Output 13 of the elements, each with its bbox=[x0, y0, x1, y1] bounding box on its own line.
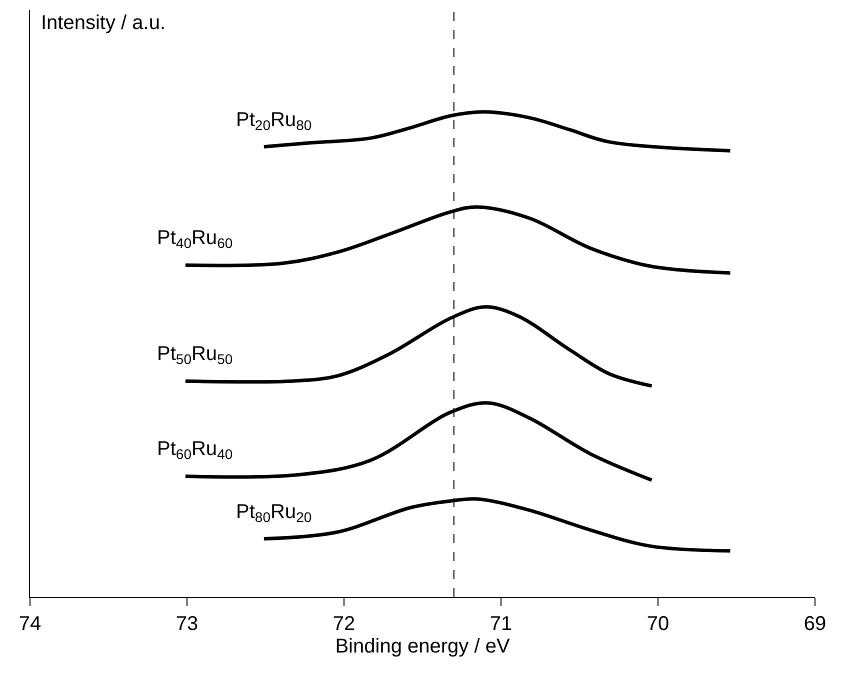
series-label: Pt$_{50}$Ru$_{50}$ bbox=[157, 343, 233, 368]
x-tick-label: 69 bbox=[804, 613, 826, 635]
x-tick-label: 74 bbox=[18, 613, 42, 635]
x-tick-label: 70 bbox=[646, 613, 670, 635]
x-tick-label: 72 bbox=[332, 613, 356, 635]
y-axis-title: Intensity / a.u. bbox=[41, 12, 166, 34]
x-axis-title: Binding energy / eV bbox=[335, 636, 510, 658]
x-tick-label: 73 bbox=[176, 613, 198, 635]
series-label: Pt$_{60}$Ru$_{40}$ bbox=[157, 438, 233, 462]
series-label: Pt$_{80}$Ru$_{20}$ bbox=[236, 501, 312, 526]
x-tick-label: 71 bbox=[490, 613, 512, 635]
series-label: Pt$_{20}$Ru$_{80}$ bbox=[236, 109, 312, 134]
series-label: Pt$_{40}$Ru$_{60}$ bbox=[157, 227, 233, 252]
